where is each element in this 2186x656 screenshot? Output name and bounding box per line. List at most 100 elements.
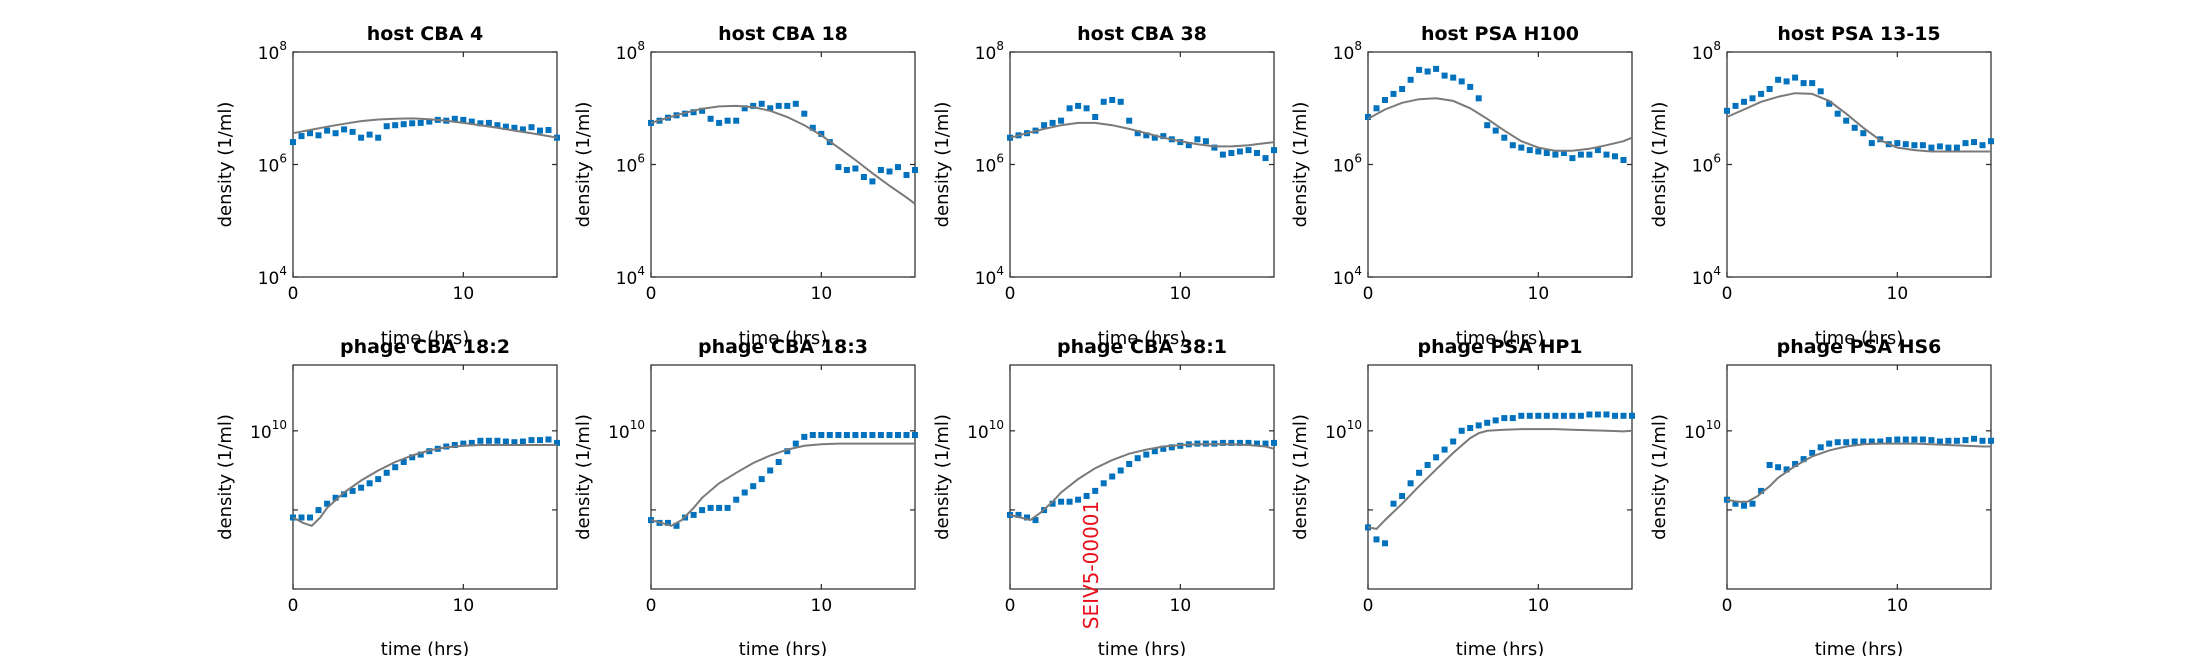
data-point [358,134,365,141]
y-tick-label: 1010 [1325,418,1362,443]
data-point [1868,438,1875,445]
data-point [502,438,509,445]
data-point [1936,438,1943,445]
x-axis-label: time (hrs) [1456,639,1545,656]
data-point [724,504,731,511]
data-point [1390,90,1397,97]
data-point [1484,419,1491,426]
data-point [1971,139,1977,146]
data-point [1851,438,1858,445]
y-tick-label: 1010 [1684,418,1721,443]
data-point [519,126,526,133]
data-point [1245,439,1252,446]
model-curve [1009,443,1275,522]
axes-box [292,364,558,590]
panel-title: phage PSA HS6 [1777,336,1942,358]
data-point [758,100,765,107]
data-point [869,178,876,185]
data-point [307,130,313,137]
y-tick-base: 10 [1692,269,1714,289]
data-point [1049,500,1056,507]
data-point [1962,140,1969,147]
data-point [400,459,407,465]
data-point [1424,462,1431,468]
data-point [903,432,910,438]
data-point [860,432,867,438]
data-point [1100,98,1107,105]
data-point [460,116,467,123]
data-point [1219,439,1226,446]
data-point [392,464,399,471]
data-point [1758,90,1765,97]
panel-title: phage CBA 38:1 [1057,336,1227,358]
data-point [537,127,543,134]
data-point [545,127,552,133]
data-point [1236,439,1243,446]
data-point [519,438,526,445]
data-point [1492,127,1499,134]
data-point [417,451,424,458]
data-point [1254,150,1260,156]
data-point [895,164,901,171]
data-point [1117,467,1124,474]
y-tick-base: 10 [975,44,997,64]
data-point [792,440,799,447]
data-point [1612,412,1618,419]
data-point [1594,411,1601,418]
data-point [852,432,859,438]
data-point [1902,141,1909,148]
y-tick-label: 104 [258,264,287,289]
data-point [724,117,731,124]
data-point [315,132,322,139]
y-tick-base: 10 [1333,269,1355,289]
data-point [707,115,714,122]
y-tick-base: 10 [258,44,280,64]
y-tick-base: 10 [616,157,638,177]
model-curve [650,104,916,205]
data-point [1109,473,1116,480]
data-point [912,167,918,173]
data-point [1143,132,1150,139]
data-point [1543,412,1550,419]
data-point [451,442,458,448]
data-point [1399,86,1406,92]
data-point [1834,110,1841,117]
data-point [1749,95,1756,102]
data-point [485,119,492,126]
x-tick-label: 10 [453,284,475,304]
y-tick-base: 10 [975,269,997,289]
data-point [1458,78,1465,85]
data-point [537,437,543,444]
y-tick-base: 10 [250,423,272,443]
data-point [1945,144,1952,151]
x-tick-label: 0 [646,284,657,304]
data-point [818,130,825,137]
data-point [1800,456,1807,463]
data-point [1501,415,1508,422]
data-point [1126,461,1133,467]
y-axis-label: density (1/ml) [1290,414,1311,540]
data-point [1560,412,1567,419]
y-tick-label: 108 [1333,39,1362,64]
data-point [1407,480,1414,487]
data-point [1407,76,1414,83]
data-point [1450,438,1457,445]
y-axis-label: density (1/ml) [573,414,594,540]
axes-box [1009,51,1275,278]
data-point [699,107,706,114]
axes-box [1726,364,1992,590]
y-tick-exponent: 10 [630,418,645,432]
data-point [1775,76,1782,83]
data-point [1620,157,1627,163]
data-point [1143,451,1150,458]
data-point [1262,440,1269,447]
data-point [1015,511,1022,518]
y-tick-label: 1010 [250,418,287,443]
data-point [1075,496,1082,503]
y-tick-base: 10 [608,423,630,443]
data-point [1603,151,1610,158]
data-point [1211,144,1218,151]
data-point [1492,417,1499,424]
